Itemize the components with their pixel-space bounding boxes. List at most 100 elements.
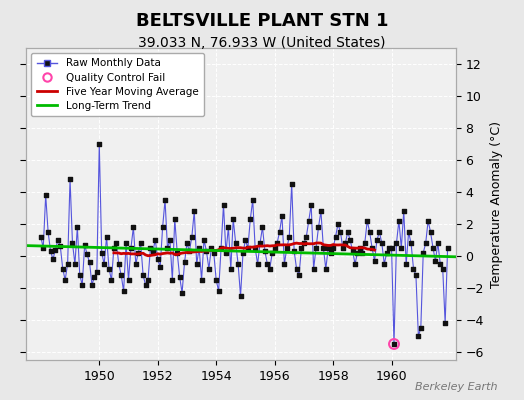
Point bbox=[326, 250, 335, 256]
Point bbox=[198, 277, 206, 283]
Point bbox=[46, 248, 54, 254]
Point bbox=[407, 240, 415, 246]
Point bbox=[414, 333, 422, 339]
Text: Berkeley Earth: Berkeley Earth bbox=[416, 382, 498, 392]
Point bbox=[292, 266, 301, 272]
Point bbox=[239, 250, 247, 256]
Point bbox=[192, 261, 201, 267]
Point bbox=[180, 259, 189, 266]
Point bbox=[117, 272, 125, 278]
Point bbox=[290, 248, 298, 254]
Point bbox=[248, 197, 257, 203]
Point bbox=[71, 261, 79, 267]
Point bbox=[261, 248, 269, 254]
Point bbox=[63, 261, 72, 267]
Point bbox=[412, 272, 420, 278]
Point bbox=[358, 250, 366, 256]
Point bbox=[297, 245, 305, 251]
Point bbox=[205, 266, 213, 272]
Point bbox=[348, 248, 357, 254]
Point bbox=[158, 224, 167, 230]
Point bbox=[217, 245, 225, 251]
Point bbox=[288, 181, 296, 187]
Point bbox=[88, 282, 96, 288]
Point bbox=[278, 213, 286, 219]
Point bbox=[417, 325, 425, 331]
Point bbox=[385, 245, 394, 251]
Point bbox=[232, 240, 240, 246]
Point bbox=[319, 245, 328, 251]
Point bbox=[441, 320, 450, 326]
Point bbox=[251, 245, 259, 251]
Point bbox=[78, 282, 86, 288]
Point bbox=[439, 266, 447, 272]
Point bbox=[37, 234, 45, 240]
Point bbox=[83, 251, 91, 258]
Point bbox=[178, 290, 186, 296]
Point bbox=[124, 277, 133, 283]
Point bbox=[202, 248, 211, 254]
Point bbox=[229, 216, 237, 222]
Point bbox=[334, 221, 342, 227]
Point bbox=[331, 234, 340, 240]
Point bbox=[380, 261, 388, 267]
Point bbox=[363, 218, 372, 224]
Point bbox=[266, 266, 274, 272]
Point bbox=[134, 250, 143, 256]
Point bbox=[263, 261, 271, 267]
Point bbox=[149, 248, 157, 254]
Point bbox=[402, 261, 410, 267]
Point bbox=[102, 234, 111, 240]
Point bbox=[156, 264, 165, 270]
Point bbox=[144, 277, 152, 283]
Point bbox=[310, 266, 318, 272]
Point bbox=[183, 240, 191, 246]
Point bbox=[132, 261, 140, 267]
Point bbox=[112, 240, 121, 246]
Point bbox=[370, 258, 379, 264]
Point bbox=[139, 272, 147, 278]
Point bbox=[85, 259, 94, 266]
Point bbox=[185, 248, 193, 254]
Point bbox=[154, 256, 162, 262]
Point bbox=[322, 266, 330, 272]
Point bbox=[280, 261, 289, 267]
Point bbox=[307, 202, 315, 208]
Point bbox=[244, 245, 252, 251]
Point bbox=[222, 250, 230, 256]
Legend: Raw Monthly Data, Quality Control Fail, Five Year Moving Average, Long-Term Tren: Raw Monthly Data, Quality Control Fail, … bbox=[31, 53, 204, 116]
Point bbox=[56, 243, 64, 250]
Point bbox=[424, 218, 432, 224]
Point bbox=[351, 261, 359, 267]
Point bbox=[75, 272, 84, 278]
Point bbox=[39, 245, 48, 251]
Point bbox=[429, 245, 437, 251]
Point bbox=[392, 240, 401, 246]
Point bbox=[107, 277, 116, 283]
Point bbox=[190, 208, 199, 214]
Point bbox=[268, 250, 277, 256]
Point bbox=[365, 229, 374, 235]
Point bbox=[161, 197, 169, 203]
Point bbox=[314, 224, 323, 230]
Point bbox=[400, 208, 408, 214]
Point bbox=[220, 202, 228, 208]
Point bbox=[97, 250, 106, 256]
Point bbox=[361, 240, 369, 246]
Point bbox=[395, 218, 403, 224]
Point bbox=[273, 240, 281, 246]
Point bbox=[390, 341, 398, 347]
Point bbox=[115, 261, 123, 267]
Point bbox=[95, 141, 103, 147]
Point bbox=[236, 293, 245, 299]
Point bbox=[397, 245, 406, 251]
Point bbox=[275, 229, 283, 235]
Point bbox=[127, 245, 135, 251]
Point bbox=[300, 240, 308, 246]
Point bbox=[270, 245, 279, 251]
Point bbox=[344, 229, 352, 235]
Point bbox=[390, 341, 398, 347]
Point bbox=[368, 245, 376, 251]
Point bbox=[129, 224, 138, 230]
Point bbox=[375, 229, 384, 235]
